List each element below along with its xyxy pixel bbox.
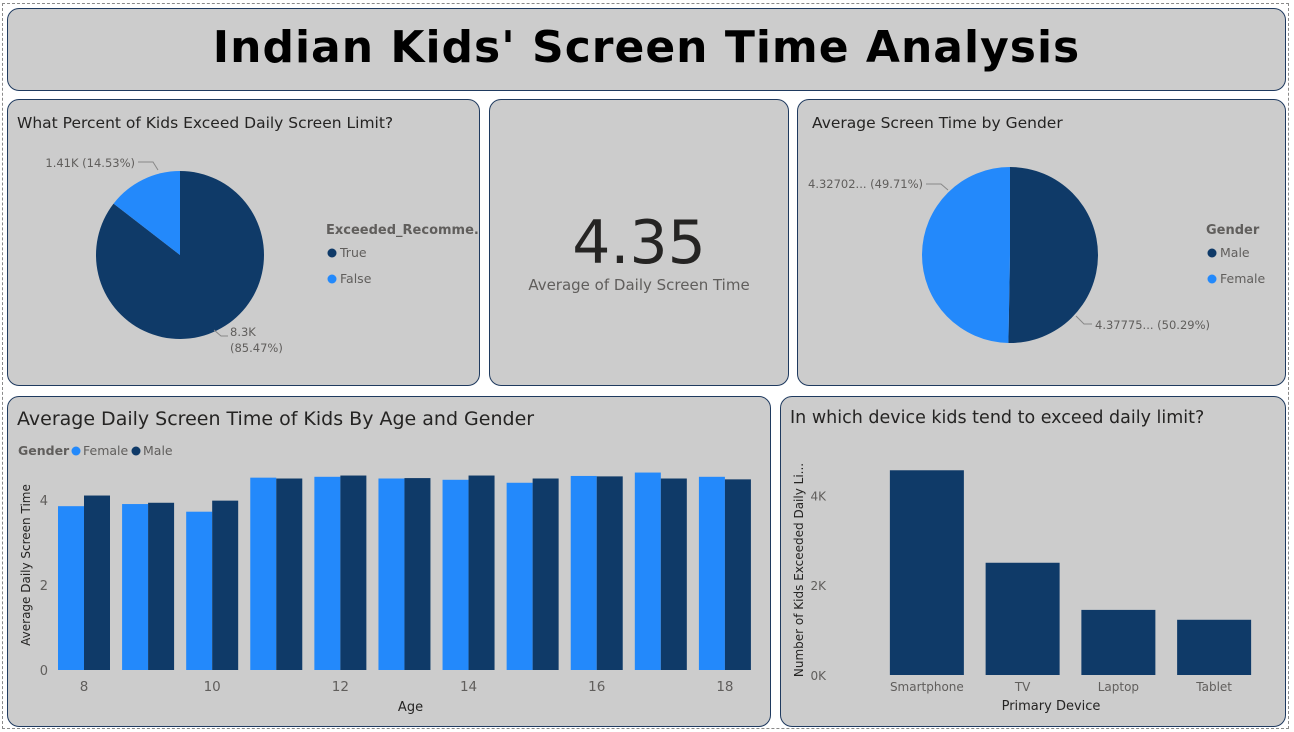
bar-male-age-8[interactable] <box>84 495 110 670</box>
kpi-label: Average of Daily Screen Time <box>528 276 750 294</box>
age-gender-bar-title: Average Daily Screen Time of Kids By Age… <box>17 408 535 430</box>
legend-marker-false <box>327 274 337 284</box>
data-label-true: 8.3K <box>230 325 256 339</box>
pie-slice-false[interactable] <box>113 171 180 255</box>
bar-male-age-15[interactable] <box>532 478 559 670</box>
legend-label-true[interactable]: True <box>339 245 367 260</box>
age-gender-bar-chart[interactable]: Gender Female Male 0 2 4 Average Daily Screen … <box>8 397 770 726</box>
bar-tablet[interactable] <box>1177 619 1252 675</box>
bar-female-age-8[interactable] <box>58 506 84 670</box>
kpi-value: 4.35 <box>572 208 706 278</box>
legend-label-male[interactable]: Male <box>143 443 173 458</box>
pie-slice-male[interactable] <box>1008 167 1098 343</box>
bar-female-age-9[interactable] <box>122 504 149 670</box>
bar-female-age-16[interactable] <box>570 475 597 670</box>
data-label-true-pct: (85.47%) <box>230 341 283 355</box>
legend-marker-female <box>71 446 81 456</box>
x-tick-label: 16 <box>588 679 605 695</box>
x-tick-label: TV <box>1014 680 1031 694</box>
y-tick-label: 2K <box>810 579 827 593</box>
bar-male-age-17[interactable] <box>660 478 687 670</box>
bar-female-age-10[interactable] <box>186 511 213 670</box>
legend-marker-female <box>1207 274 1217 284</box>
pie-slice-true[interactable] <box>96 171 265 339</box>
bar-male-age-9[interactable] <box>148 502 175 670</box>
bar-female-age-12[interactable] <box>314 476 341 670</box>
x-axis-label: Age <box>398 700 423 715</box>
bar-laptop[interactable] <box>1081 609 1156 675</box>
data-label-female: 4.32702... (49.71%) <box>808 177 923 191</box>
legend-label-female[interactable]: Female <box>83 443 129 458</box>
exceed-limit-pie-chart[interactable]: Exceeded_Recomme... True False 1.41K (14.53… <box>8 100 479 385</box>
leader-line-false <box>138 161 159 171</box>
bar-female-age-11[interactable] <box>250 477 277 670</box>
bar-tv[interactable] <box>985 562 1060 675</box>
x-tick-label: 14 <box>460 679 477 695</box>
x-tick-label: 10 <box>204 679 221 695</box>
legend-title: Exceeded_Recomme... <box>326 223 479 238</box>
x-tick-label: Smartphone <box>890 680 964 694</box>
x-axis-label: Primary Device <box>1002 699 1101 714</box>
legend-title: Gender <box>18 443 70 458</box>
title-banner: Indian Kids' Screen Time Analysis <box>7 8 1286 91</box>
legend-marker-true <box>327 248 337 258</box>
leader-line-true <box>213 329 228 337</box>
bar-female-age-18[interactable] <box>698 476 725 670</box>
bar-male-age-16[interactable] <box>596 476 623 670</box>
bar-smartphone[interactable] <box>889 470 964 675</box>
y-tick-label: 4 <box>40 494 48 509</box>
age-gender-bar-card[interactable]: Average Daily Screen Time of Kids By Age… <box>7 396 771 727</box>
x-tick-label: 18 <box>716 679 733 695</box>
bar-female-age-15[interactable] <box>506 482 533 670</box>
device-bar-title: In which device kids tend to exceed dail… <box>790 408 1205 428</box>
bar-female-age-17[interactable] <box>634 472 661 670</box>
y-axis-label: Number of Kids Exceeded Daily Li... <box>792 463 806 677</box>
data-label-false: 1.41K (14.53%) <box>45 156 135 170</box>
device-bar-chart[interactable]: 0K 2K 4K Number of Kids Exceeded Daily Li..… <box>781 397 1285 726</box>
bar-male-age-11[interactable] <box>276 478 303 670</box>
bar-female-age-14[interactable] <box>442 479 469 670</box>
leader-line-female <box>926 183 949 191</box>
gender-pie-card[interactable]: Average Screen Time by Gender Gender Male… <box>797 99 1286 386</box>
legend-label-female[interactable]: Female <box>1220 271 1266 286</box>
gender-pie-chart[interactable]: Gender Male Female 4.32702... (49.71%) 4.377… <box>798 100 1285 385</box>
bar-male-age-14[interactable] <box>468 475 495 670</box>
exceed-limit-pie-title: What Percent of Kids Exceed Daily Screen… <box>17 114 394 132</box>
x-tick-label: 12 <box>332 679 349 695</box>
dashboard-border <box>2 3 1289 729</box>
bar-male-age-10[interactable] <box>212 500 239 670</box>
x-tick-label: Laptop <box>1098 680 1139 694</box>
bar-male-age-12[interactable] <box>340 475 367 670</box>
pie-slice-female[interactable] <box>922 167 1010 343</box>
y-tick-label: 4K <box>810 489 827 503</box>
leader-line-male <box>1075 315 1092 325</box>
y-axis-label: Average Daily Screen Time <box>19 484 33 646</box>
dashboard-title: Indian Kids' Screen Time Analysis <box>212 22 1081 73</box>
device-bar-card[interactable]: In which device kids tend to exceed dail… <box>780 396 1286 727</box>
bar-female-age-13[interactable] <box>378 478 405 670</box>
gender-pie-title: Average Screen Time by Gender <box>812 114 1063 132</box>
kpi-card[interactable]: 4.35 Average of Daily Screen Time <box>489 99 789 386</box>
bar-male-age-18[interactable] <box>724 479 751 670</box>
y-tick-label: 2 <box>40 579 48 594</box>
legend-label-male[interactable]: Male <box>1220 245 1250 260</box>
legend-marker-male <box>131 446 141 456</box>
exceed-limit-pie-card[interactable]: What Percent of Kids Exceed Daily Screen… <box>7 99 480 386</box>
legend-label-false[interactable]: False <box>340 271 372 286</box>
legend-title: Gender <box>1206 223 1260 238</box>
x-tick-label: Tablet <box>1195 680 1232 694</box>
legend-marker-male <box>1207 248 1217 258</box>
data-label-male: 4.37775... (50.29%) <box>1095 318 1210 332</box>
x-tick-label: 8 <box>80 679 89 695</box>
y-tick-label: 0K <box>810 669 827 683</box>
y-tick-label: 0 <box>40 664 48 679</box>
bar-male-age-13[interactable] <box>404 478 431 670</box>
